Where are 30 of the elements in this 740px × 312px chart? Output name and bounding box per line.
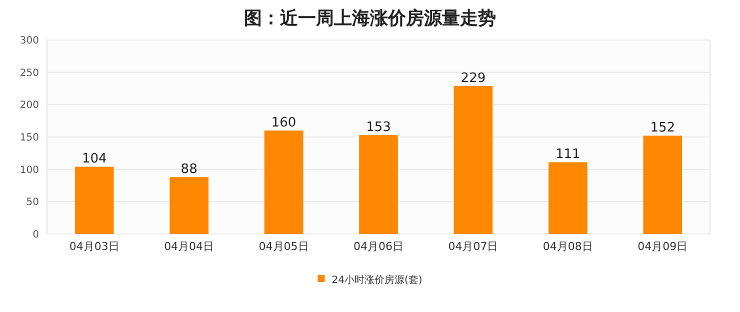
bar (74, 166, 114, 234)
bar (548, 162, 588, 234)
data-label: 153 (366, 120, 391, 136)
data-label: 152 (650, 120, 676, 136)
x-tick-label: 04月08日 (542, 240, 593, 253)
data-label: 111 (556, 147, 580, 162)
y-tick-label: 150 (20, 132, 39, 144)
y-tick-label: 0 (32, 230, 39, 240)
y-tick-label: 100 (20, 164, 39, 176)
data-label: 229 (460, 70, 486, 86)
x-tick-label: 04月03日 (69, 240, 120, 253)
data-label: 104 (82, 152, 107, 167)
data-label: 160 (271, 116, 296, 131)
bar (359, 135, 398, 234)
chart-title: 图：近一周上海涨价房源量走势 (244, 8, 496, 29)
legend-label: 24小时涨价房源(套) (332, 274, 422, 286)
y-tick-label: 250 (20, 68, 39, 79)
bar (643, 136, 682, 234)
bar (264, 130, 304, 234)
x-tick-label: 04月06日 (354, 240, 404, 253)
x-tick-label: 04月07日 (448, 240, 498, 253)
x-tick-label: 04月05日 (258, 240, 309, 253)
bar (454, 86, 493, 234)
x-tick-label: 04月09日 (638, 240, 688, 253)
y-tick-label: 300 (20, 36, 39, 46)
y-tick-label: 200 (20, 100, 39, 112)
data-label: 88 (180, 162, 198, 178)
x-tick-label: 04月04日 (164, 240, 214, 253)
y-tick-label: 50 (26, 197, 39, 208)
bar (170, 177, 208, 234)
